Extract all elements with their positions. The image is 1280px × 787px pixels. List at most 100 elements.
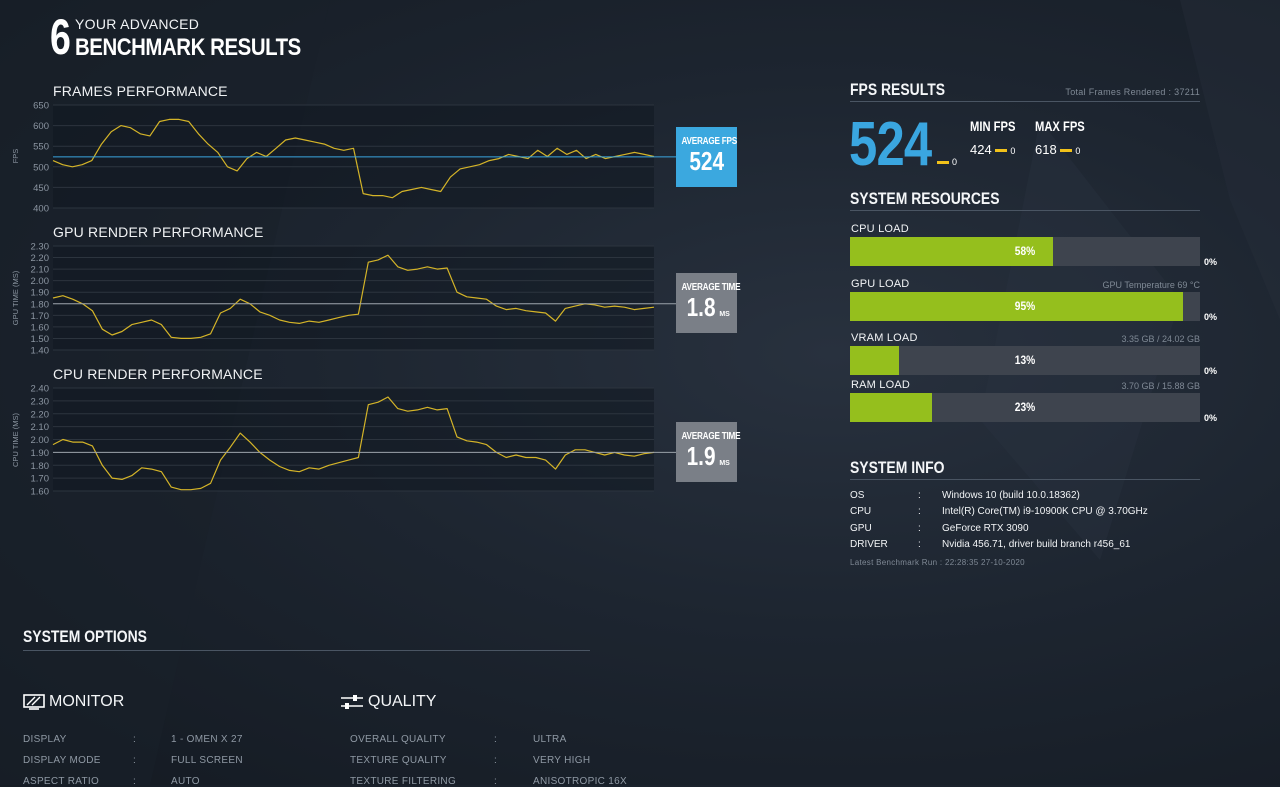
ram-load-label: RAM LOAD: [851, 379, 911, 391]
cpu-y-tick: 1.80: [31, 461, 50, 472]
vram-load-label: VRAM LOAD: [851, 332, 918, 344]
gpu-y-tick: 1.90: [31, 288, 50, 299]
system-info-divider: [850, 479, 1200, 480]
vram-usage: 3.35 GB / 24.02 GB: [1121, 334, 1200, 344]
cpu-y-tick: 2.00: [31, 435, 50, 446]
avg-fps-indicator: 0: [937, 157, 957, 167]
gpu-load-bar: 95%: [850, 292, 1200, 321]
cpu-series-line: [52, 396, 655, 491]
latest-benchmark-run: Latest Benchmark Run : 22:28:35 27-10-20…: [850, 558, 1025, 567]
monitor-row-aspect-ratio: ASPECT RATIO : AUTO: [23, 776, 200, 787]
frames-chart-title: FRAMES PERFORMANCE: [53, 83, 228, 99]
cpu-load-bar-fill: [850, 237, 1053, 266]
average-cpu-time-unit: MS: [719, 460, 730, 467]
cpu-load-delta: 0%: [1204, 257, 1218, 267]
gpu-y-tick: 1.70: [31, 311, 50, 322]
monitor-row-display-mode: DISPLAY MODE : FULL SCREEN: [23, 755, 243, 766]
page-title: BENCHMARK RESULTS: [75, 34, 301, 61]
rainbow-six-logo: 6: [50, 9, 71, 65]
average-fps-big-value: 524: [849, 110, 932, 179]
ram-load-percent: 23%: [1014, 400, 1036, 414]
option-sep: :: [133, 755, 137, 766]
max-fps-row: 618 0: [1035, 142, 1080, 157]
cpu-y-tick: 1.60: [31, 487, 50, 498]
gpu-y-tick: 1.60: [31, 322, 50, 333]
average-cpu-time-box: AVERAGE TIME 1.9 MS: [676, 422, 741, 482]
frames-y-tick: 500: [33, 162, 49, 173]
option-key: TEXTURE QUALITY: [350, 755, 447, 766]
info-sep: :: [918, 506, 921, 517]
yellow-marker-icon: [937, 161, 949, 165]
gpu-y-tick: 1.50: [31, 334, 50, 345]
max-fps-value: 618: [1035, 142, 1057, 157]
gpu-y-tick: 2.00: [31, 276, 50, 287]
monitor-row-display: DISPLAY : 1 - OMEN X 27: [23, 734, 242, 745]
vram-load-delta: 0%: [1204, 366, 1218, 376]
frames-y-tick: 400: [33, 204, 49, 215]
average-cpu-time-value: 1.9: [686, 441, 716, 471]
ram-usage: 3.70 GB / 15.88 GB: [1121, 381, 1200, 391]
sliders-icon: [341, 695, 363, 709]
info-key: OS: [850, 490, 865, 501]
cpu-y-tick: 2.40: [31, 384, 50, 395]
performance-charts: 650600550500450400FPS2.302.202.102.001.9…: [11, 101, 676, 498]
gpu-y-tick: 2.10: [31, 265, 50, 276]
ram-load-bar: 23%: [850, 393, 1200, 422]
quality-row-texture-filtering: TEXTURE FILTERING : ANISOTROPIC 16X: [350, 776, 627, 787]
option-value: ANISOTROPIC 16X: [533, 776, 627, 787]
average-gpu-time-box: AVERAGE TIME 1.8 MS: [676, 273, 741, 333]
frames-y-tick: 650: [33, 101, 49, 112]
monitor-section-title: MONITOR: [49, 693, 125, 710]
average-gpu-time-value: 1.8: [686, 292, 716, 322]
max-fps-label: MAX FPS: [1035, 118, 1085, 134]
frames-y-tick: 450: [33, 183, 49, 194]
average-fps-label: AVERAGE FPS: [681, 136, 737, 147]
option-key: ASPECT RATIO: [23, 776, 100, 787]
cpu-load-label: CPU LOAD: [851, 223, 909, 235]
system-info-title: SYSTEM INFO: [850, 458, 945, 477]
gpu-load-label: GPU LOAD: [851, 278, 910, 290]
monitor-icon: [23, 694, 45, 710]
quality-row-texture: TEXTURE QUALITY : VERY HIGH: [350, 755, 590, 766]
quality-section-title: QUALITY: [368, 693, 437, 710]
vram-load-bar-fill: [850, 346, 899, 375]
info-sep: :: [918, 490, 921, 501]
system-resources-title: SYSTEM RESOURCES: [850, 189, 1000, 208]
monitor-section-header: MONITOR: [23, 693, 124, 711]
fps-results-divider: [850, 101, 1200, 102]
option-value: AUTO: [171, 776, 200, 787]
average-gpu-time-unit: MS: [719, 311, 730, 318]
cpu-y-tick: 2.30: [31, 396, 50, 407]
quality-section-header: QUALITY: [340, 693, 436, 711]
gpu-load-bar-fill: [850, 292, 1183, 321]
cpu-y-tick: 1.90: [31, 448, 50, 459]
average-gpu-time-label: AVERAGE TIME: [681, 282, 741, 293]
average-fps-value: 524: [689, 146, 724, 176]
frames-y-tick: 550: [33, 142, 49, 153]
gpu-y-tick: 2.30: [31, 242, 50, 253]
option-sep: :: [494, 755, 498, 766]
gpu-y-axis-label: GPU TIME (MS): [11, 270, 20, 325]
option-value: ULTRA: [533, 734, 567, 745]
option-sep: :: [494, 734, 498, 745]
info-value: GeForce RTX 3090: [942, 523, 1029, 534]
yellow-marker-icon: [1060, 149, 1073, 153]
system-options-title: SYSTEM OPTIONS: [23, 627, 147, 646]
option-value: VERY HIGH: [533, 755, 591, 766]
info-value: Windows 10 (build 10.0.18362): [942, 490, 1080, 501]
average-fps-box: AVERAGE FPS 524: [676, 127, 737, 187]
info-sep: :: [918, 523, 921, 534]
cpu-y-axis-label: CPU TIME (MS): [11, 412, 20, 467]
system-resources-divider: [850, 210, 1200, 211]
cpu-load-percent: 58%: [1014, 244, 1036, 258]
ram-load-bar-fill: [850, 393, 933, 422]
option-value: FULL SCREEN: [171, 755, 243, 766]
total-frames-rendered: Total Frames Rendered : 37211: [1065, 87, 1200, 97]
min-fps-value: 424: [970, 142, 992, 157]
ram-load-delta: 0%: [1204, 413, 1218, 423]
frames-y-tick: 600: [33, 121, 49, 132]
average-cpu-time-label: AVERAGE TIME: [681, 431, 741, 442]
info-value: Nvidia 456.71, driver build branch r456_…: [942, 539, 1131, 550]
info-sep: :: [918, 539, 921, 550]
avg-fps-delta: 0: [952, 157, 958, 167]
